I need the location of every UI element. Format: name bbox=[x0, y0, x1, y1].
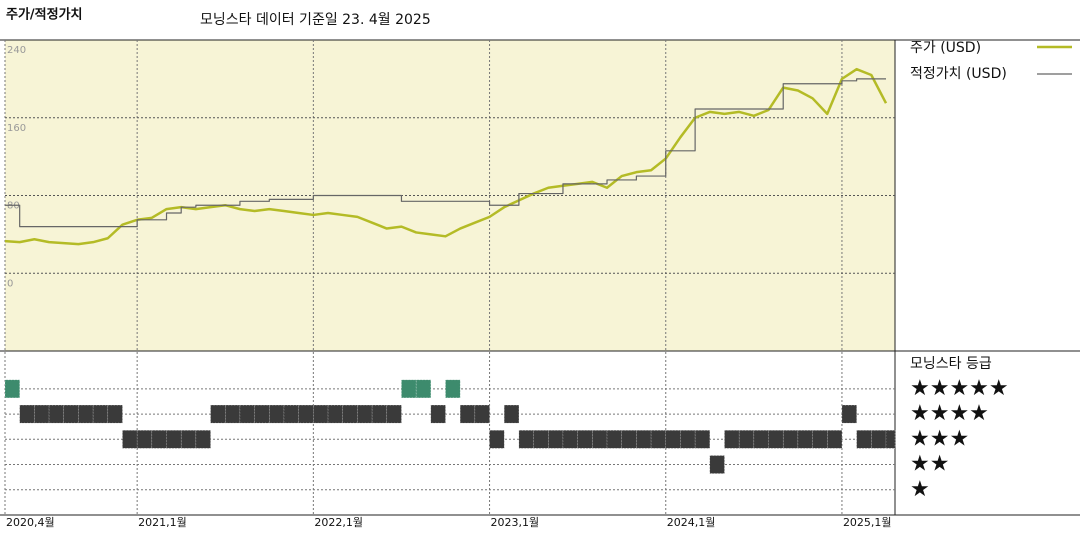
rating-bar bbox=[327, 404, 343, 424]
rating-bar bbox=[4, 379, 20, 399]
rating-bar bbox=[856, 430, 872, 449]
rating-bar bbox=[783, 430, 799, 449]
rating-bar bbox=[827, 430, 843, 449]
rating-bar bbox=[650, 430, 666, 449]
rating-bar bbox=[592, 430, 608, 449]
rating-bar bbox=[225, 404, 241, 424]
rating-bar bbox=[680, 430, 696, 449]
rating-bar bbox=[107, 404, 123, 424]
rating-bar bbox=[562, 430, 578, 449]
y-tick-label: 80 bbox=[7, 201, 20, 212]
x-tick-label: 2023,1월 bbox=[491, 516, 540, 529]
rating-bar bbox=[78, 404, 94, 424]
rating-bar bbox=[180, 430, 197, 449]
rating-bar bbox=[357, 404, 373, 424]
rating-bar bbox=[269, 404, 285, 424]
x-tick-label: 2025,1월 bbox=[843, 516, 892, 529]
rating-bar bbox=[122, 430, 138, 449]
rating-bar bbox=[871, 430, 887, 449]
rating-level-label: ★★ bbox=[910, 452, 949, 477]
rating-bar bbox=[518, 430, 534, 449]
rating-bar bbox=[606, 430, 622, 449]
rating-bar bbox=[386, 404, 402, 424]
series-line bbox=[4, 67, 888, 246]
chart-subtitle: 모닝스타 데이터 기준일 23. 4월 2025 bbox=[200, 12, 431, 28]
rating-bar bbox=[812, 430, 828, 449]
rating-bar bbox=[63, 404, 79, 424]
rating-bar bbox=[489, 430, 505, 449]
y-tick-label: 160 bbox=[7, 123, 26, 134]
rating-bar bbox=[621, 430, 637, 449]
rating-bar bbox=[885, 430, 896, 449]
rating-bar bbox=[841, 404, 857, 424]
rating-bar bbox=[533, 430, 549, 449]
rating-bar bbox=[151, 430, 167, 449]
rating-level-label: ★★★★★ bbox=[910, 376, 1009, 401]
rating-bar bbox=[48, 404, 64, 424]
rating-bar bbox=[401, 379, 417, 399]
rating-bar bbox=[34, 404, 50, 424]
x-tick-label: 2022,1월 bbox=[314, 516, 363, 529]
rating-bar bbox=[195, 430, 211, 449]
rating-bar bbox=[459, 404, 476, 424]
rating-bar bbox=[210, 404, 226, 424]
legend-label: 주가 (USD) bbox=[910, 40, 981, 56]
rating-bar bbox=[445, 379, 461, 399]
rating-bar bbox=[415, 379, 432, 399]
y-tick-label: 0 bbox=[7, 278, 13, 289]
rating-bar bbox=[577, 430, 593, 449]
chart-title: 주가/적정가치 bbox=[6, 7, 83, 23]
rating-bar bbox=[753, 430, 769, 449]
x-tick-label: 2020,4월 bbox=[6, 516, 55, 529]
rating-bar bbox=[136, 430, 153, 449]
rating-bar bbox=[298, 404, 314, 424]
x-tick-label: 2024,1월 bbox=[667, 516, 716, 529]
rating-bar bbox=[92, 404, 108, 424]
rating-title: 모닝스타 등급 bbox=[910, 356, 992, 372]
rating-bar bbox=[709, 455, 725, 474]
legend-label: 적정가치 (USD) bbox=[910, 66, 1007, 82]
rating-bar bbox=[313, 404, 329, 424]
rating-bar bbox=[548, 430, 564, 449]
rating-bar bbox=[738, 430, 755, 449]
rating-bar bbox=[283, 404, 299, 424]
rating-bar bbox=[474, 404, 490, 424]
rating-bar bbox=[694, 430, 710, 449]
rating-level-label: ★★★ bbox=[910, 426, 969, 451]
rating-bar bbox=[254, 404, 270, 424]
y-tick-label: 240 bbox=[7, 45, 26, 56]
series-line bbox=[5, 78, 886, 228]
rating-bar bbox=[504, 404, 520, 424]
x-tick-label: 2021,1월 bbox=[138, 516, 187, 529]
rating-level-label: ★★★★ bbox=[910, 401, 989, 426]
rating-bar bbox=[239, 404, 255, 424]
rating-bar bbox=[166, 430, 182, 449]
rating-bar bbox=[665, 430, 681, 449]
rating-bar bbox=[797, 430, 813, 449]
rating-bar bbox=[430, 404, 446, 424]
rating-bar bbox=[768, 430, 784, 449]
rating-level-label: ★ bbox=[910, 477, 930, 502]
rating-bar bbox=[19, 404, 35, 424]
rating-bar bbox=[342, 404, 358, 424]
rating-bar bbox=[371, 404, 387, 424]
rating-bar bbox=[724, 430, 740, 449]
rating-bar bbox=[636, 430, 652, 449]
